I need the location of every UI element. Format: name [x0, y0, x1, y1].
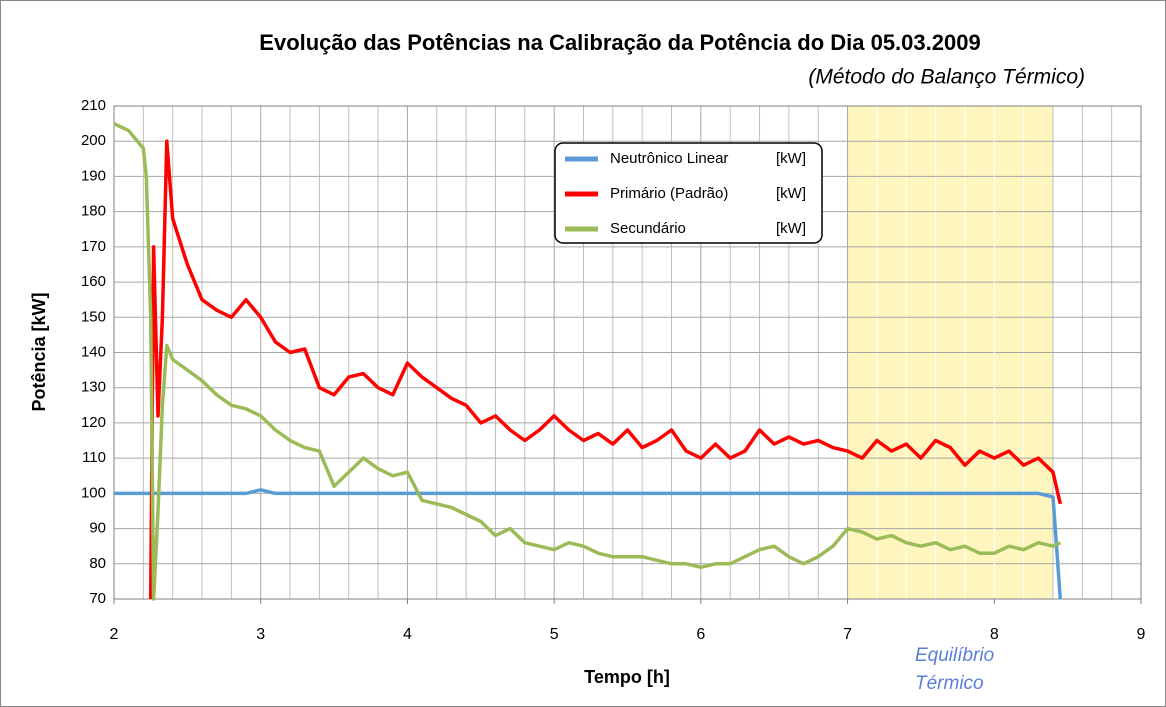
x-tick-label: 9	[1137, 626, 1146, 643]
y-tick-label: 170	[81, 238, 106, 255]
x-tick-label: 6	[696, 626, 705, 643]
legend-unit: [kW]	[776, 220, 806, 237]
x-tick-label: 8	[990, 626, 999, 643]
annotation-line: Equilíbrio	[915, 645, 994, 666]
y-tick-label: 70	[89, 590, 106, 607]
y-tick-label: 140	[81, 343, 106, 360]
legend-label: Primário (Padrão)	[610, 185, 728, 202]
y-tick-label: 160	[81, 273, 106, 290]
legend-label: Neutrônico Linear	[610, 150, 728, 167]
y-tick-label: 100	[81, 484, 106, 501]
y-tick-label: 90	[89, 520, 106, 537]
y-tick-label: 120	[81, 414, 106, 431]
x-tick-label: 4	[403, 626, 412, 643]
annotation-line: Térmico	[915, 673, 984, 694]
y-tick-label: 110	[82, 449, 106, 466]
x-tick-label: 2	[110, 626, 119, 643]
y-tick-label: 130	[81, 379, 106, 396]
legend-unit: [kW]	[776, 150, 806, 167]
y-tick-label: 190	[81, 167, 106, 184]
series-line	[114, 488, 1063, 600]
y-tick-label: 180	[81, 203, 106, 220]
chart-subtitle: (Método do Balanço Térmico)	[808, 66, 1085, 89]
y-tick-label: 200	[81, 132, 106, 149]
x-tick-label: 5	[550, 626, 559, 643]
legend-label: Secundário	[610, 220, 686, 237]
legend	[554, 142, 823, 244]
y-axis-label: Potência [kW]	[29, 292, 49, 411]
x-axis-label: Tempo [h]	[584, 667, 670, 687]
y-tick-label: 210	[81, 97, 106, 114]
plot-border	[113, 105, 1142, 600]
legend-unit: [kW]	[776, 185, 806, 202]
y-tick-label: 150	[81, 308, 106, 325]
x-tick-label: 7	[843, 626, 852, 643]
series-line	[113, 122, 1062, 601]
y-tick-label: 80	[89, 555, 106, 572]
x-tick-label: 3	[256, 626, 265, 643]
annotation: Equilíbrio Térmico	[915, 645, 994, 694]
series-line	[148, 139, 1063, 600]
chart-title: Evolução das Potências na Calibração da …	[259, 30, 980, 55]
